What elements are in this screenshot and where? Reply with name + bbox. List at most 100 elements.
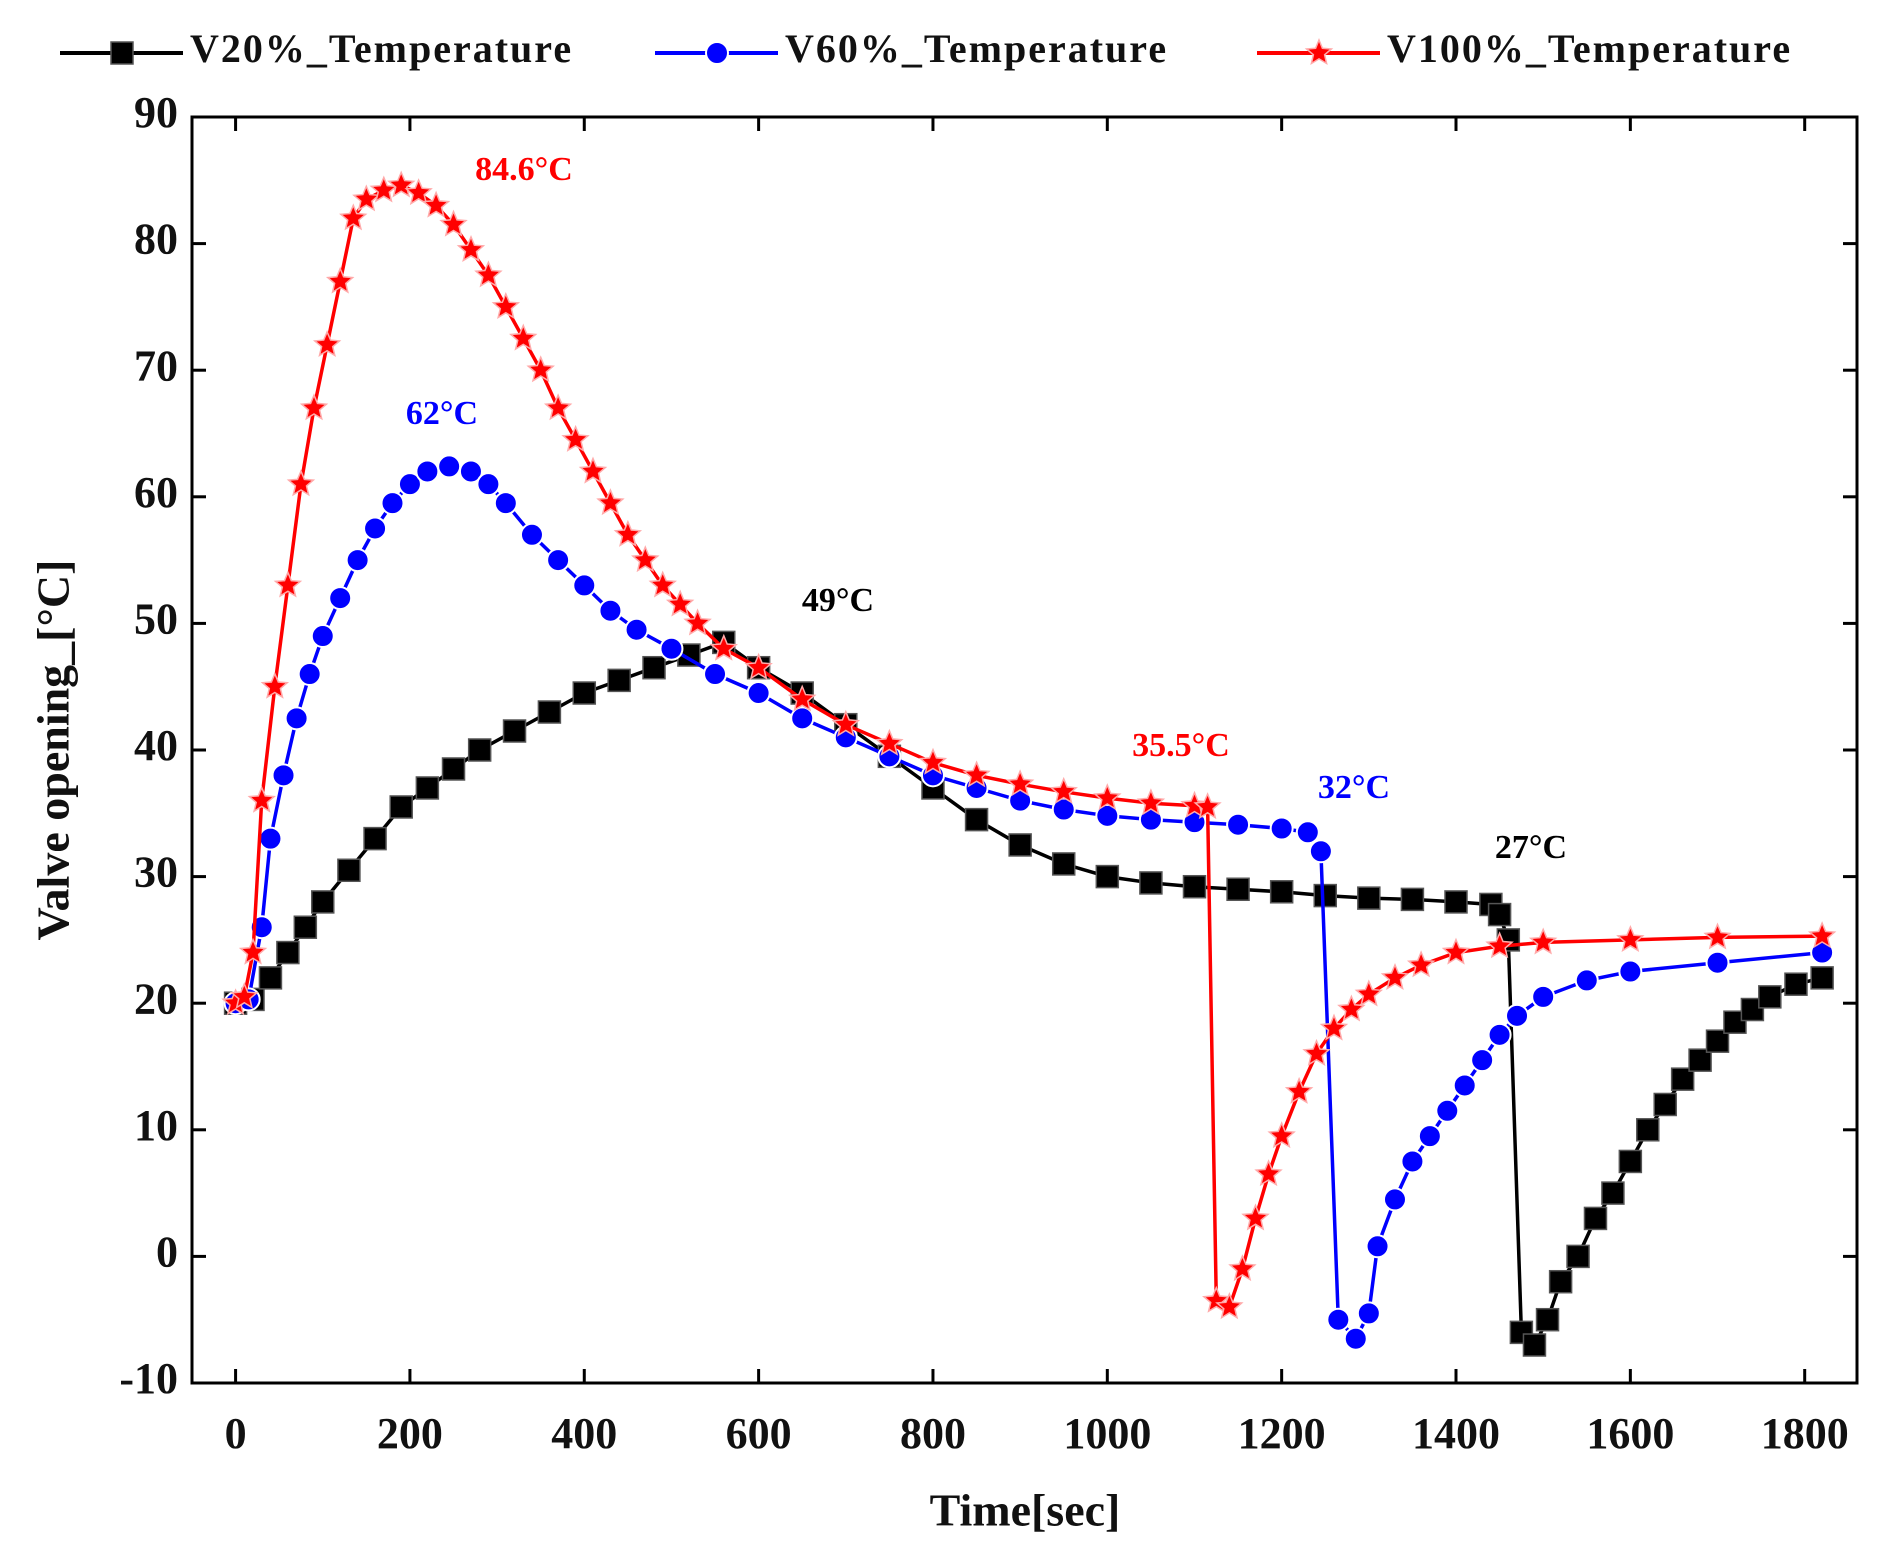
marker bbox=[1269, 880, 1294, 904]
x-tick-label: 600 bbox=[726, 1409, 792, 1458]
marker bbox=[1051, 797, 1076, 822]
marker bbox=[1618, 1149, 1643, 1174]
marker bbox=[746, 681, 771, 706]
marker bbox=[709, 633, 738, 661]
marker bbox=[1093, 783, 1122, 811]
marker bbox=[456, 234, 486, 262]
marker bbox=[421, 190, 451, 218]
marker bbox=[831, 709, 861, 737]
marker bbox=[1653, 1092, 1677, 1117]
marker bbox=[1807, 921, 1837, 949]
marker bbox=[703, 662, 728, 687]
marker bbox=[648, 570, 677, 598]
legend-label: V60%_Temperature bbox=[785, 26, 1168, 71]
marker bbox=[437, 454, 462, 479]
marker bbox=[546, 548, 571, 573]
marker bbox=[284, 706, 309, 731]
marker bbox=[1357, 886, 1381, 910]
marker bbox=[787, 684, 817, 712]
marker bbox=[1215, 1292, 1244, 1320]
marker bbox=[1313, 883, 1337, 908]
marker bbox=[1284, 1076, 1314, 1104]
marker bbox=[345, 548, 370, 573]
marker bbox=[1308, 839, 1333, 864]
x-tick-label: 1600 bbox=[1586, 1409, 1674, 1458]
marker bbox=[598, 598, 623, 623]
marker bbox=[1382, 1187, 1407, 1212]
marker bbox=[1095, 864, 1120, 889]
marker bbox=[1319, 1013, 1349, 1041]
marker bbox=[1566, 1244, 1590, 1269]
marker bbox=[705, 41, 729, 65]
legend-label: V100%_Temperature bbox=[1387, 26, 1792, 71]
x-tick-label: 1200 bbox=[1238, 1409, 1326, 1458]
marker bbox=[1182, 874, 1207, 899]
annotation: 32°C bbox=[1318, 769, 1390, 806]
marker bbox=[1441, 937, 1471, 965]
marker bbox=[328, 586, 353, 611]
marker bbox=[1400, 887, 1425, 912]
y-axis-title: Valve opening_[°C] bbox=[28, 560, 79, 941]
marker bbox=[1343, 1326, 1368, 1351]
marker bbox=[1688, 1048, 1712, 1072]
marker bbox=[1528, 927, 1558, 955]
marker bbox=[1535, 1307, 1560, 1332]
marker bbox=[918, 747, 948, 775]
marker bbox=[1051, 852, 1076, 876]
marker bbox=[297, 662, 322, 687]
y-tick-label: 80 bbox=[134, 215, 178, 264]
annotation: 49°C bbox=[802, 582, 874, 619]
marker bbox=[1139, 871, 1163, 895]
marker bbox=[962, 760, 991, 788]
marker bbox=[238, 937, 268, 965]
marker bbox=[1522, 1333, 1547, 1357]
marker bbox=[474, 260, 503, 288]
marker bbox=[1226, 877, 1250, 902]
marker bbox=[1531, 984, 1556, 1009]
x-tick-label: 1800 bbox=[1761, 1409, 1849, 1458]
x-axis-title: Time[sec] bbox=[930, 1485, 1121, 1536]
marker bbox=[683, 608, 712, 636]
marker bbox=[286, 469, 316, 497]
marker bbox=[293, 915, 318, 939]
marker bbox=[572, 573, 597, 598]
marker bbox=[1723, 1010, 1747, 1034]
marker bbox=[502, 719, 527, 743]
marker bbox=[1703, 922, 1732, 950]
marker bbox=[363, 516, 388, 541]
marker bbox=[339, 203, 368, 231]
y-tick-label: 50 bbox=[134, 594, 178, 643]
marker bbox=[1485, 931, 1514, 959]
marker bbox=[258, 966, 283, 990]
y-tick-label: -10 bbox=[119, 1354, 178, 1403]
x-tick-label: 200 bbox=[377, 1409, 443, 1458]
marker bbox=[380, 491, 405, 516]
marker bbox=[1193, 792, 1222, 820]
marker bbox=[1304, 38, 1334, 66]
marker bbox=[509, 323, 538, 351]
marker bbox=[1267, 1121, 1296, 1149]
marker bbox=[572, 681, 597, 705]
marker bbox=[110, 41, 134, 65]
marker bbox=[1574, 968, 1599, 993]
marker bbox=[1784, 972, 1808, 996]
marker bbox=[230, 981, 259, 1009]
marker bbox=[352, 184, 381, 212]
marker bbox=[1136, 788, 1166, 816]
marker bbox=[260, 671, 290, 699]
marker bbox=[369, 175, 398, 203]
marker bbox=[1400, 1149, 1425, 1174]
marker bbox=[397, 472, 422, 497]
marker bbox=[310, 624, 335, 649]
marker bbox=[543, 393, 573, 421]
marker bbox=[1810, 966, 1834, 990]
marker bbox=[578, 456, 608, 484]
marker bbox=[1241, 1203, 1270, 1231]
marker bbox=[1616, 924, 1645, 952]
y-tick-label: 10 bbox=[134, 1101, 178, 1150]
marker bbox=[526, 355, 555, 383]
marker bbox=[1601, 1181, 1625, 1205]
legend-label: V20%_Temperature bbox=[190, 26, 573, 71]
annotation: 27°C bbox=[1495, 829, 1567, 866]
